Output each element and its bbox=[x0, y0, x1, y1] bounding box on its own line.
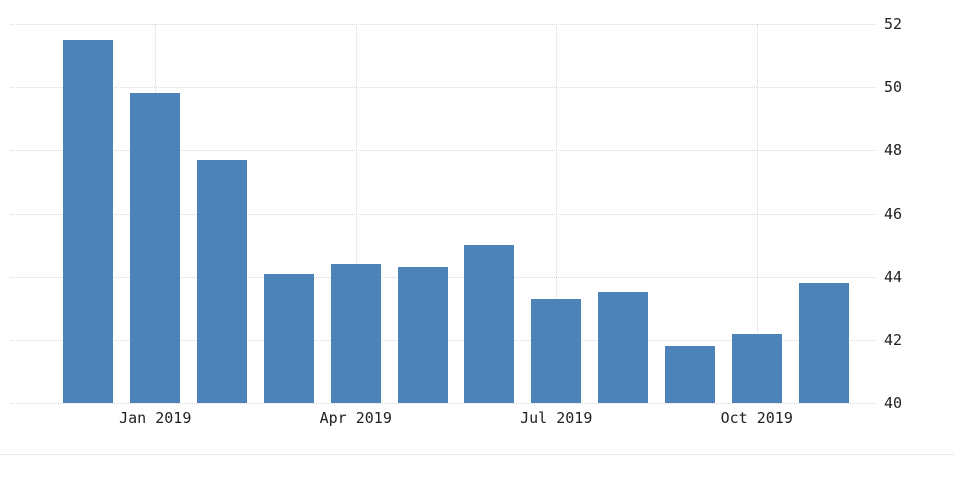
horizontal-gridline bbox=[10, 213, 875, 215]
chart-bar-oct-2019[interactable] bbox=[731, 333, 782, 403]
x-axis-tick-label: Apr 2019 bbox=[319, 409, 392, 427]
chart-bar-feb-2019[interactable] bbox=[197, 159, 248, 403]
horizontal-gridline bbox=[10, 24, 875, 25]
y-axis-tick-label: 42 bbox=[884, 330, 903, 349]
plot-area bbox=[10, 24, 875, 404]
chart-bar-may-2019[interactable] bbox=[397, 267, 448, 403]
y-axis-tick-label: 46 bbox=[884, 204, 903, 223]
chart-bar-aug-2019[interactable] bbox=[598, 292, 649, 403]
y-axis-tick-label: 52 bbox=[884, 15, 903, 33]
chart-bar-apr-2019[interactable] bbox=[330, 264, 381, 403]
x-axis-tick-label: Oct 2019 bbox=[720, 409, 793, 427]
chart-bar-sep-2019[interactable] bbox=[664, 346, 715, 403]
chart-bar-nov-2019[interactable] bbox=[798, 282, 849, 403]
vertical-gridline bbox=[556, 24, 558, 403]
y-axis-tick-label: 50 bbox=[884, 78, 903, 97]
chart-bar-dec-2018[interactable] bbox=[63, 39, 114, 403]
horizontal-gridline bbox=[10, 87, 875, 89]
y-axis-tick-label: 48 bbox=[884, 141, 903, 160]
x-axis-tick-label: Jan 2019 bbox=[119, 409, 192, 427]
chart-bar-mar-2019[interactable] bbox=[263, 273, 314, 403]
x-axis-tick-label: Jul 2019 bbox=[520, 409, 593, 427]
bottom-divider bbox=[0, 454, 954, 455]
vertical-gridline bbox=[355, 24, 357, 403]
y-axis-tick-label: 44 bbox=[884, 267, 903, 286]
chart-bar-jul-2019[interactable] bbox=[531, 298, 582, 403]
y-axis-tick-label: 40 bbox=[884, 394, 903, 412]
chart-bar-jan-2019[interactable] bbox=[130, 93, 181, 403]
horizontal-gridline bbox=[10, 150, 875, 152]
chart-bar-jun-2019[interactable] bbox=[464, 245, 515, 403]
vertical-gridline bbox=[756, 24, 758, 403]
horizontal-gridline bbox=[10, 403, 875, 404]
